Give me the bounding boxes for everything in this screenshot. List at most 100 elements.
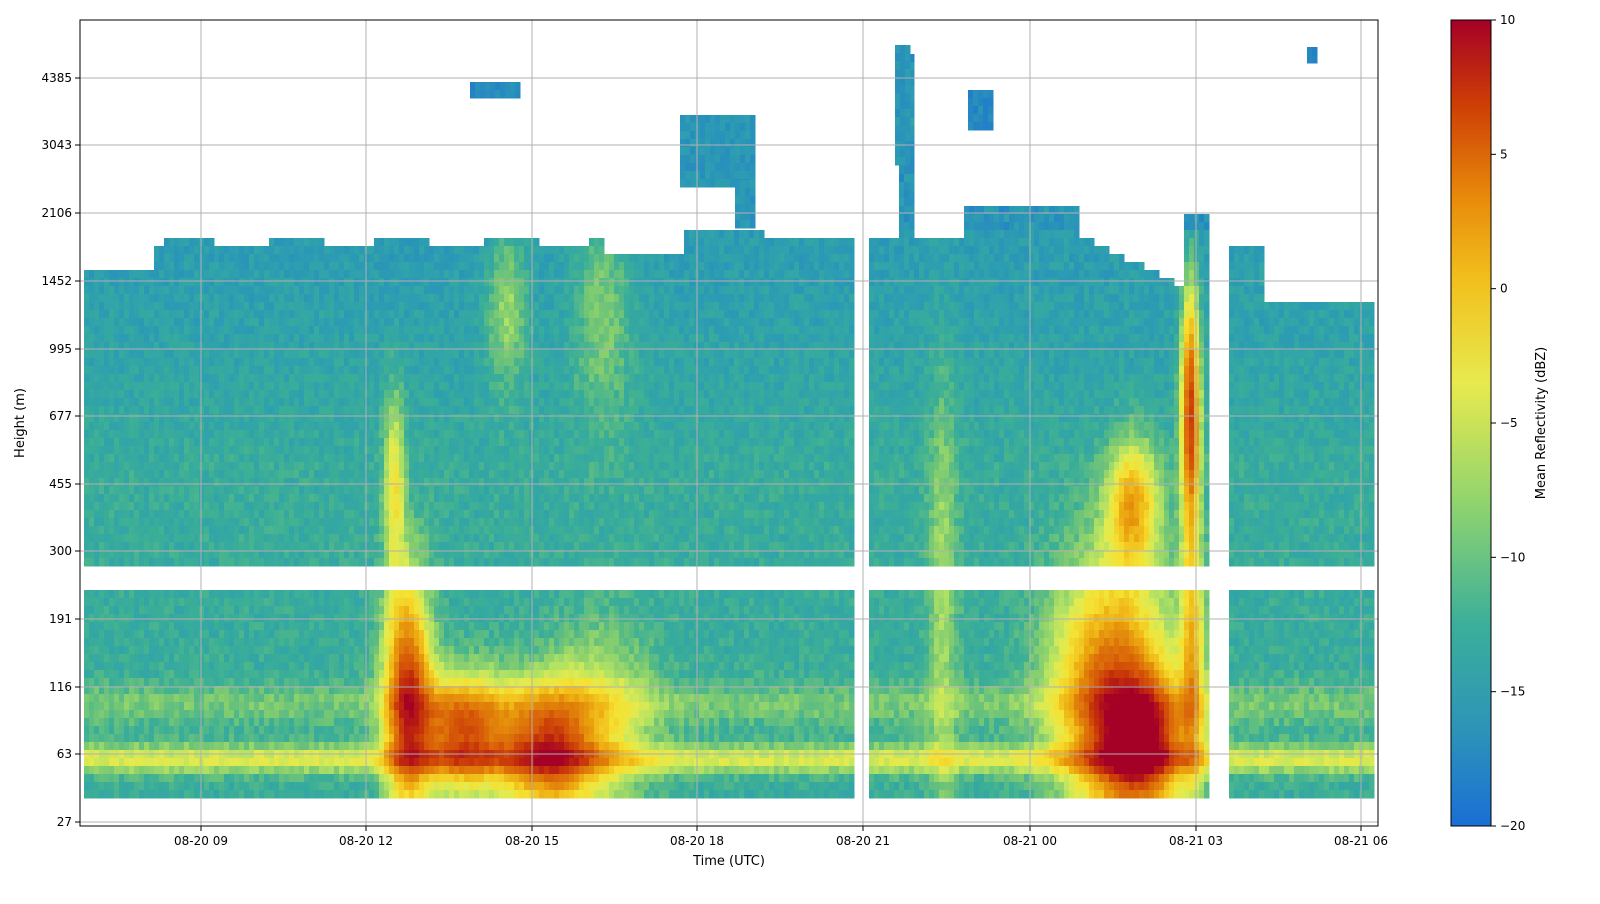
heat-cell bbox=[104, 598, 110, 607]
heat-cell bbox=[329, 334, 335, 343]
heat-cell bbox=[284, 350, 290, 359]
heat-cell bbox=[294, 710, 300, 719]
heat-cell bbox=[199, 766, 205, 775]
heat-cell bbox=[439, 638, 445, 647]
heat-cell bbox=[169, 414, 175, 423]
heat-cell bbox=[124, 422, 130, 431]
heat-cell bbox=[384, 758, 390, 767]
heat-cell bbox=[459, 654, 465, 663]
heat-cell bbox=[229, 462, 235, 471]
heat-cell bbox=[434, 534, 440, 543]
heat-cell bbox=[269, 334, 275, 343]
heat-cell bbox=[249, 494, 255, 503]
heat-cell bbox=[229, 494, 235, 503]
heat-cell bbox=[289, 518, 295, 527]
heat-cell bbox=[134, 294, 140, 303]
heat-cell bbox=[319, 286, 325, 295]
heat-cell bbox=[439, 246, 445, 255]
heat-cell bbox=[299, 598, 305, 607]
heat-cell bbox=[309, 334, 315, 343]
heat-cell bbox=[214, 470, 220, 479]
heat-cell bbox=[334, 294, 340, 303]
heat-cell bbox=[114, 278, 120, 287]
heat-cell bbox=[339, 558, 345, 567]
heat-cell bbox=[204, 774, 210, 783]
heat-cell bbox=[119, 302, 125, 311]
heat-cell bbox=[209, 302, 215, 311]
heat-cell bbox=[394, 342, 400, 351]
heat-cell bbox=[449, 374, 455, 383]
heat-cell bbox=[419, 774, 425, 783]
heat-cell bbox=[179, 638, 185, 647]
heat-cell bbox=[129, 310, 135, 319]
heat-cell bbox=[244, 374, 250, 383]
heat-cell bbox=[279, 718, 285, 727]
heat-cell bbox=[439, 254, 445, 263]
heat-cell bbox=[354, 790, 360, 799]
heat-cell bbox=[194, 638, 200, 647]
heat-cell bbox=[149, 470, 155, 479]
heat-cell bbox=[269, 638, 275, 647]
heat-cell bbox=[339, 614, 345, 623]
heat-cell bbox=[414, 646, 420, 655]
heat-cell bbox=[429, 422, 435, 431]
heat-cell bbox=[344, 558, 350, 567]
heat-cell bbox=[179, 678, 185, 687]
heat-cell bbox=[114, 534, 120, 543]
heat-cell bbox=[189, 494, 195, 503]
heat-cell bbox=[274, 238, 280, 247]
heat-cell bbox=[199, 686, 205, 695]
heat-cell bbox=[249, 662, 255, 671]
heat-cell bbox=[454, 590, 460, 599]
heat-cell bbox=[334, 462, 340, 471]
heat-cell bbox=[389, 614, 395, 623]
heat-cell bbox=[394, 790, 400, 799]
heat-cell bbox=[94, 526, 100, 535]
heat-cell bbox=[349, 598, 355, 607]
heat-cell bbox=[434, 766, 440, 775]
heat-cell bbox=[354, 614, 360, 623]
heat-cell bbox=[249, 646, 255, 655]
heat-cell bbox=[219, 614, 225, 623]
heat-cell bbox=[259, 430, 265, 439]
heat-cell bbox=[149, 774, 155, 783]
heat-cell bbox=[429, 462, 435, 471]
heat-cell bbox=[369, 598, 375, 607]
heat-cell bbox=[99, 326, 105, 335]
heat-cell bbox=[389, 374, 395, 383]
heat-cell bbox=[364, 718, 370, 727]
heat-cell bbox=[304, 238, 310, 247]
heat-cell bbox=[254, 438, 260, 447]
heat-cell bbox=[329, 374, 335, 383]
heat-cell bbox=[139, 438, 145, 447]
heat-cell bbox=[129, 614, 135, 623]
heat-cell bbox=[259, 446, 265, 455]
heat-cell bbox=[189, 590, 195, 599]
heat-cell bbox=[114, 438, 120, 447]
heat-cell bbox=[324, 374, 330, 383]
heat-cell bbox=[399, 446, 405, 455]
heat-cell bbox=[174, 246, 180, 255]
heat-cell bbox=[424, 702, 430, 711]
heat-cell bbox=[144, 398, 150, 407]
heat-cell bbox=[269, 670, 275, 679]
heat-cell bbox=[299, 438, 305, 447]
heat-cell bbox=[374, 374, 380, 383]
heat-cell bbox=[404, 550, 410, 559]
heat-cell bbox=[174, 446, 180, 455]
heat-cell bbox=[214, 654, 220, 663]
heat-cell bbox=[379, 406, 385, 415]
heat-cell bbox=[369, 718, 375, 727]
heat-cell bbox=[114, 702, 120, 711]
heat-cell bbox=[134, 558, 140, 567]
heat-cell bbox=[449, 622, 455, 631]
heat-cell bbox=[354, 254, 360, 263]
heat-cell bbox=[389, 342, 395, 351]
heat-cell bbox=[449, 558, 455, 567]
heat-cell bbox=[139, 302, 145, 311]
heat-cell bbox=[344, 486, 350, 495]
heat-cell bbox=[404, 638, 410, 647]
heat-cell bbox=[204, 350, 210, 359]
heat-cell bbox=[94, 286, 100, 295]
heat-cell bbox=[134, 526, 140, 535]
